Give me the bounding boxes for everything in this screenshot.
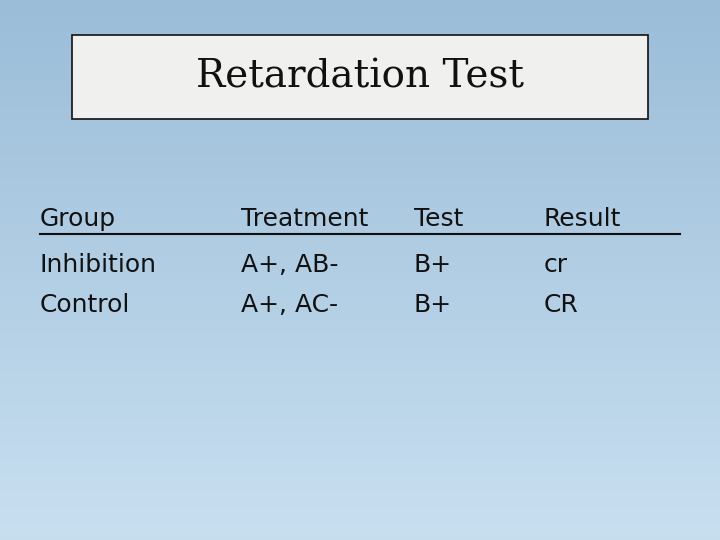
Text: Retardation Test: Retardation Test [196, 59, 524, 96]
Text: Result: Result [544, 207, 621, 231]
Text: Group: Group [40, 207, 116, 231]
Text: B+: B+ [414, 293, 452, 317]
Text: CR: CR [544, 293, 578, 317]
Text: A+, AC-: A+, AC- [241, 293, 338, 317]
Text: Inhibition: Inhibition [40, 253, 157, 276]
Text: Treatment: Treatment [241, 207, 369, 231]
Text: cr: cr [544, 253, 568, 276]
Text: Control: Control [40, 293, 130, 317]
Text: A+, AB-: A+, AB- [241, 253, 338, 276]
FancyBboxPatch shape [72, 35, 648, 119]
Text: B+: B+ [414, 253, 452, 276]
Text: Test: Test [414, 207, 464, 231]
